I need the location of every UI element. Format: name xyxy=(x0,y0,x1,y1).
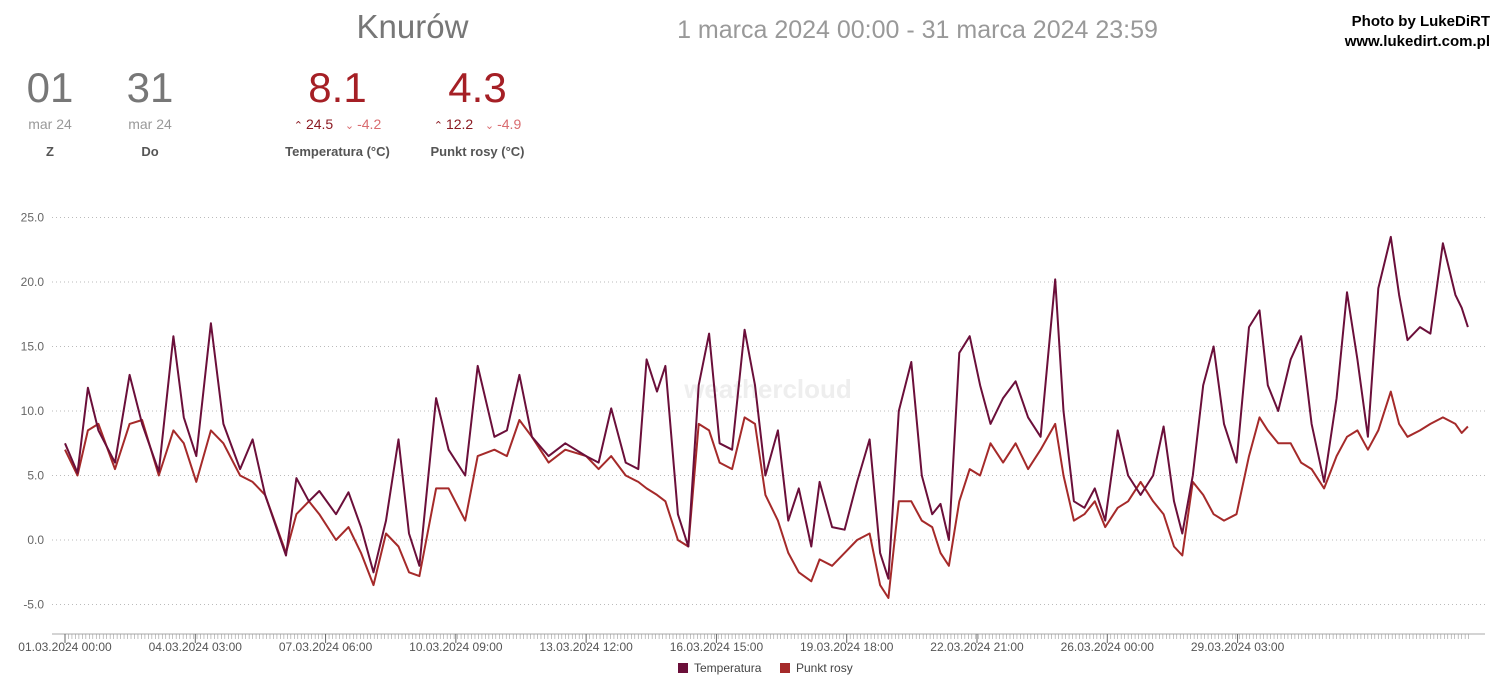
dewpoint-low-value: -4.9 xyxy=(497,116,522,132)
x-tick-label: 19.03.2024 18:00 xyxy=(800,640,894,654)
chevron-up-icon: ⌃ xyxy=(293,120,303,132)
to-month: mar 24 xyxy=(128,116,172,132)
x-tick-label: 29.03.2024 03:00 xyxy=(1191,640,1285,654)
legend-swatch xyxy=(780,663,790,673)
y-tick-label: 25.0 xyxy=(21,211,45,225)
dewpoint-high-value: 12.2 xyxy=(445,116,474,132)
summary-from: 01 mar 24 Z xyxy=(10,64,90,159)
summary-to: 31 mar 24 Do xyxy=(110,64,190,159)
to-label: Do xyxy=(141,144,159,159)
station-name: Knurów xyxy=(356,8,469,45)
x-tick-label: 10.03.2024 09:00 xyxy=(409,640,503,654)
x-tick-label: 01.03.2024 00:00 xyxy=(18,640,112,654)
chart-series xyxy=(64,235,1469,599)
temperature-high-value: 24.5 xyxy=(305,116,334,132)
x-tick-label: 26.03.2024 00:00 xyxy=(1061,640,1155,654)
x-axis xyxy=(52,633,1485,639)
credit-line-1: Photo by LukeDiRT xyxy=(1351,13,1490,30)
series-line-dewpoint xyxy=(64,390,1469,599)
temperature-high: ⌃ 24.5 xyxy=(294,116,333,132)
chevron-down-icon: ⌄ xyxy=(344,120,355,132)
x-tick-label: 13.03.2024 12:00 xyxy=(539,640,633,654)
dewpoint-highlow: ⌃ 12.2 ⌄ -4.9 xyxy=(410,116,545,132)
legend-label: Temperatura xyxy=(694,661,762,675)
to-day: 31 xyxy=(126,64,174,111)
y-tick-label: -5.0 xyxy=(23,598,44,612)
legend-item-temperature[interactable]: Temperatura xyxy=(678,661,762,675)
summary-dewpoint: 4.3 ⌃ 12.2 ⌄ -4.9 Punkt rosy (°C) xyxy=(410,64,545,159)
temperature-label: Temperatura (°C) xyxy=(285,144,390,159)
chart-grid xyxy=(52,217,1485,605)
x-tick-label: 04.03.2024 03:00 xyxy=(149,640,243,654)
legend-swatch xyxy=(678,663,688,673)
y-tick-label: 10.0 xyxy=(21,404,45,418)
x-tick-label: 16.03.2024 15:00 xyxy=(670,640,764,654)
x-minor-ticks xyxy=(64,634,1469,639)
credit-line-2: www.lukedirt.com.pl xyxy=(1344,33,1490,50)
series-line-temperature xyxy=(64,235,1469,580)
dewpoint-low: ⌄ -4.9 xyxy=(485,116,521,132)
x-axis-ticks: 01.03.2024 00:00 04.03.2024 03:00 07.03.20… xyxy=(18,634,1285,654)
x-tick-label: 22.03.2024 21:00 xyxy=(930,640,1024,654)
from-day: 01 xyxy=(26,64,74,111)
chart-legend[interactable]: Temperatura Punkt rosy xyxy=(678,661,853,675)
photo-credit: Photo by LukeDiRT www.lukedirt.com.pl xyxy=(1345,12,1490,52)
temperature-highlow: ⌃ 24.5 ⌄ -4.2 xyxy=(270,116,405,132)
y-tick-label: 20.0 xyxy=(21,275,45,289)
temperature-low-value: -4.2 xyxy=(357,116,382,132)
y-tick-label: 5.0 xyxy=(27,469,44,483)
dewpoint-value: 4.3 xyxy=(448,64,507,111)
from-label: Z xyxy=(46,144,54,159)
chevron-up-icon: ⌃ xyxy=(433,120,443,132)
y-tick-label: 15.0 xyxy=(21,340,45,354)
dewpoint-high: ⌃ 12.2 xyxy=(434,116,473,132)
x-tick-label: 07.03.2024 06:00 xyxy=(279,640,373,654)
temperature-low: ⌄ -4.2 xyxy=(345,116,381,132)
from-month: mar 24 xyxy=(28,116,72,132)
legend-item-dewpoint[interactable]: Punkt rosy xyxy=(780,661,853,675)
chevron-down-icon: ⌄ xyxy=(484,120,495,132)
y-axis-ticks: 25.0 20.0 15.0 10.0 5.0 0.0 -5.0 xyxy=(21,211,45,612)
watermark-text: weathercloud xyxy=(683,374,852,404)
date-range: 1 marca 2024 00:00 - 31 marca 2024 23:59 xyxy=(677,16,1158,44)
temperature-value: 8.1 xyxy=(308,64,367,111)
summary-temperature: 8.1 ⌃ 24.5 ⌄ -4.2 Temperatura (°C) xyxy=(270,64,405,159)
y-tick-label: 0.0 xyxy=(27,533,44,547)
dewpoint-label: Punkt rosy (°C) xyxy=(430,144,525,159)
legend-label: Punkt rosy xyxy=(796,661,853,675)
